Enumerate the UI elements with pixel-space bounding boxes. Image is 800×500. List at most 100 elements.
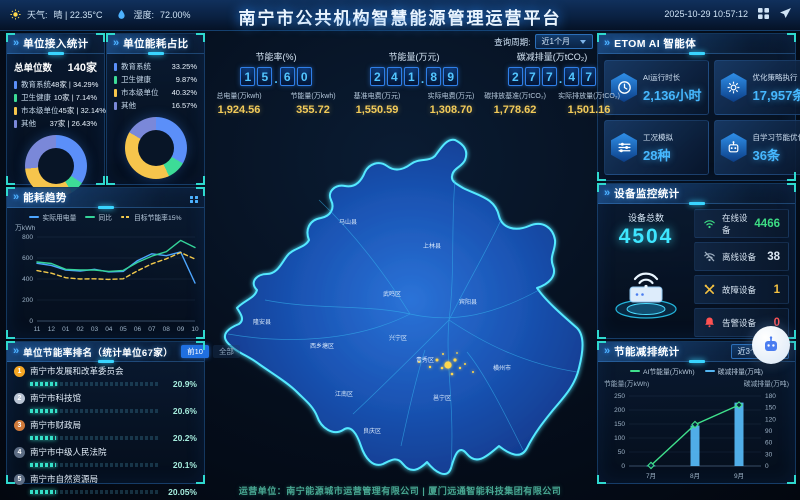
kpi-sub-stat: 碳排放基准(万tCO₂) 1,778.62 [483,93,547,116]
device-total-label: 设备总数 [627,213,664,223]
kpi-digit: 0 [296,67,312,86]
kpi-digit: 7 [524,67,540,86]
panel-saving-stats: » 节能减排统计 近3个月 AI节能量(万kWh) 碳减排量(万吨) 节能量(万k… [597,341,796,484]
query-period-value: 近1个月 [541,37,570,46]
etom-card-value: 17,957条 [752,87,800,103]
panel-title: 设备监控统计 [614,188,680,200]
panel-title: ETOM AI 智能体 [614,38,697,50]
kpi-sub-label: 基准电费(万元) [353,93,401,100]
footer-operator: 运营单位：南宁能源城市运营管理有限公司 | 厦门远通智能科技集团有限公司 [238,486,562,496]
panel-etom-ai: » ETOM AI 智能体 AI运行时长 2,136小时 优化策略执行 17,957条… [597,33,800,181]
device-status-label: 告警设备 [722,317,757,328]
svg-text:250: 250 [614,393,625,400]
rank-badge: 3 [14,419,25,431]
sim-icon [611,133,637,162]
legend-row: 市本级单位 45家 | 32.14% [7,103,106,116]
etom-card-label: 工况模拟 [643,132,673,142]
kpi-group: 碳减排量(万tCO₂) 2 7 7. 4 7 碳排放基准(万tCO₂) 1,778.62 实际排… [483,50,621,116]
rank-unit-name: 南宁市财政局 [30,420,82,430]
legend-marker [14,106,17,115]
legend-label: 市本级单位 [21,106,59,115]
legend-row: 市本级单位 40.32% [107,85,204,98]
device-status-value: 1 [773,283,780,296]
kpi-group: 节能量(万元) 2 4 1. 8 9 基准电费(万元) 1,550.59 实际电费(万元) 1,3… [345,50,483,116]
legend-marker [85,215,96,218]
district-label: 上林县 [423,242,441,250]
rank-progress-fill [30,436,57,440]
trend-y-axis-label: 万kWh [15,225,36,232]
rank-progress-fill [30,382,57,386]
saving-left-axis-label: 节能量(万kWh) [604,381,650,388]
energy-trend-chart: 0 200 400 600 800 11 12 01 02 03 04 05 06 07 08 09 10 [22,234,199,333]
svg-text:04: 04 [105,326,113,333]
map-container: 马山县 上林县 武鸣区 隆安县 宾阳县 西乡塘区 兴宁区 青秀区 横州市 江南区 邕宁区 良庆区 [205,124,595,488]
etom-card-value: 28种 [643,147,671,163]
legend-row: 教育系统 33.25% [107,59,204,72]
legend-label: 卫生健康 [121,75,151,84]
legend-label: 其他 [121,101,136,110]
svg-text:09: 09 [177,326,185,333]
rank-progress-bar [30,463,159,467]
share-icon[interactable] [779,7,792,20]
svg-text:200: 200 [614,407,625,414]
panel-energy-trend: » 能耗趋势 实际用电量 同比 目标节能率15% 万kWh 0 200 400 600 80… [6,187,205,339]
tab-top10[interactable]: 前10 [181,345,209,358]
legend-value: 10家 | 7.14% [53,93,97,102]
trend-legend-label: 实际用电量 [42,214,77,222]
device-status-label: 故障设备 [722,284,757,295]
rank-progress-bar [30,436,159,440]
panel-chevron-icon: » [604,37,611,49]
map-region[interactable] [223,138,584,475]
query-period-select[interactable]: 近1个月 [534,34,593,49]
etom-card-label: AI运行时长 [643,72,681,82]
kpi-sub-stat: 实际电费(万元) 1,308.70 [419,93,483,116]
svg-text:150: 150 [765,405,776,412]
etom-card-label: 自学习节能优化 [752,132,800,142]
device-status-row: 在线设备 4466 [694,209,789,238]
unit-access-donut-chart [24,135,87,197]
device-total-value: 4504 [618,225,674,248]
district-label: 横州市 [493,364,511,372]
expand-icon[interactable] [190,196,198,199]
kpi-digit: 4 [386,67,402,86]
kpi-digit: 8 [426,67,442,86]
legend-marker [114,101,117,110]
tab-all[interactable]: 全部 [212,345,240,358]
chevron-down-icon [580,39,586,44]
etom-card-value: 2,136小时 [643,87,702,103]
kpi-title: 碳减排量(万tCO₂) [516,52,588,62]
rank-percent: 20.1% [172,460,197,470]
legend-marker [120,215,131,218]
rank-progress-fill [30,409,57,413]
ai-assistant-button[interactable] [752,326,790,364]
svg-text:12: 12 [48,326,56,333]
datetime: 2025-10-29 10:57:12 [664,8,748,19]
panel-chevron-icon: » [604,345,611,357]
legend-row: 卫生健康 9.87% [107,72,204,85]
kpi-sub-value: 1,308.70 [429,103,473,116]
humidity-icon [116,9,127,20]
city-light-cluster [418,352,474,376]
legend-marker [704,370,715,372]
trend-legend-item: 实际用电量 [29,212,76,222]
wifi-off-icon [703,250,716,263]
svg-text:7月: 7月 [646,472,656,480]
kpi-digit: 1 [403,67,419,86]
panel-chevron-icon: » [13,345,20,357]
apps-grid-icon[interactable] [757,7,770,20]
ranking-row: 5 南宁市自然资源局 20.05% [14,473,197,497]
etom-card: 优化策略执行 17,957条 [713,60,800,115]
kpi-digit: 7 [581,67,597,86]
router-illustration [615,272,677,319]
trend-legend-label: 目标节能率15% [133,214,182,222]
panel-chevron-icon: » [113,37,120,49]
ranking-row: 4 南宁市中级人民法院 20.1% [14,446,197,470]
kpi-sub-stat: 基准电费(万元) 1,550.59 [345,93,409,116]
kpi-digit: . [274,72,278,86]
rank-unit-name: 南宁市科技馆 [30,393,82,403]
svg-text:03: 03 [91,326,99,333]
legend-marker [14,119,17,128]
